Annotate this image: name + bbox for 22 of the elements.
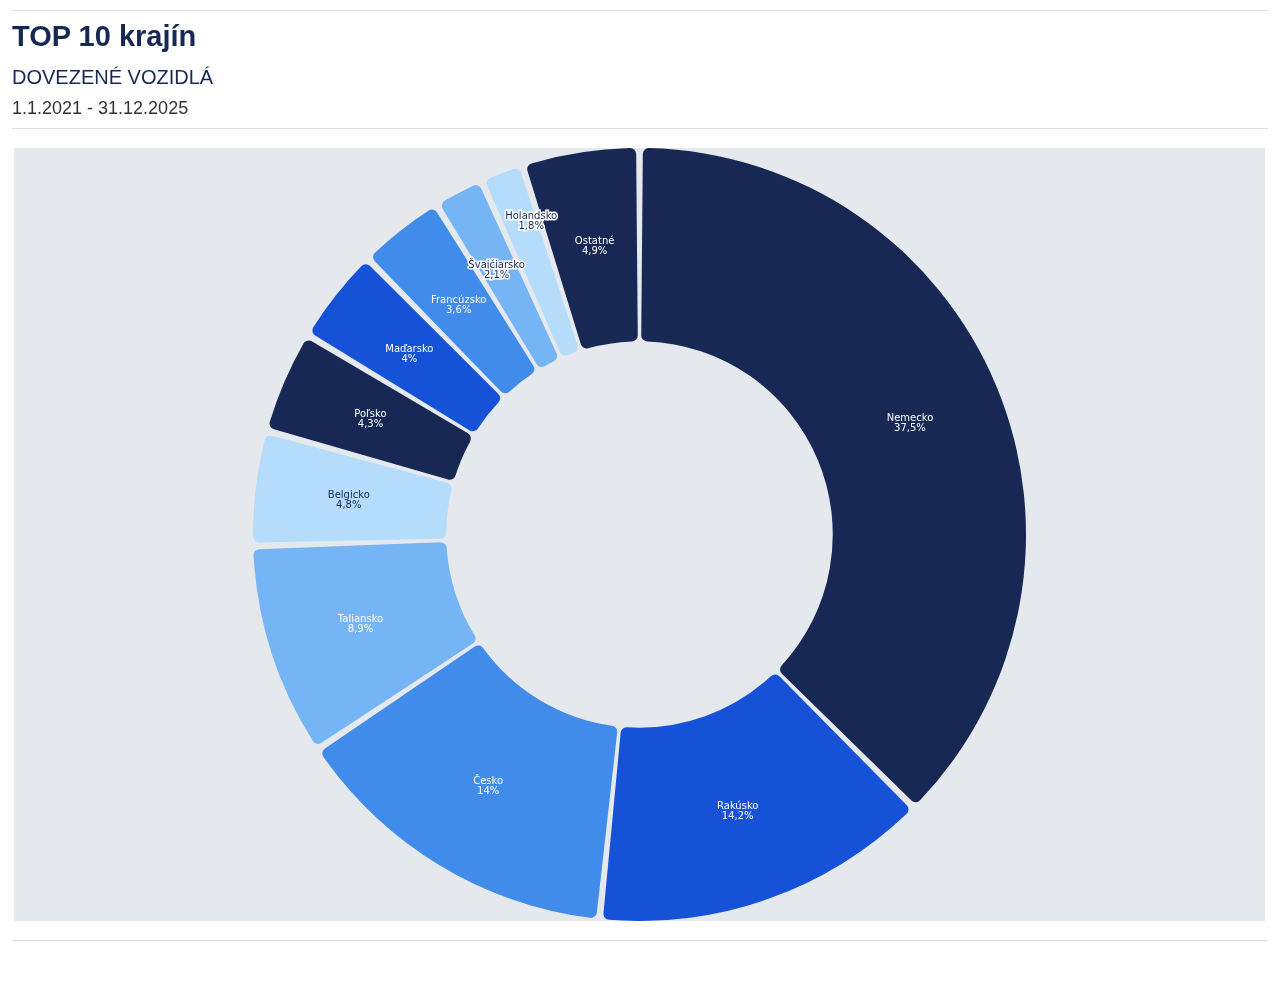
slice-label: Francúzsko — [430, 293, 487, 305]
slice-label: Belgicko — [327, 488, 370, 500]
data-label: 2,1% — [483, 269, 510, 281]
slice-label: Taliansko — [336, 613, 384, 625]
data-label: 3,6% — [445, 303, 472, 315]
slice-label: Rakúsko — [717, 799, 759, 811]
data-label: 37,5% — [894, 421, 926, 433]
data-label: 8,9% — [347, 623, 374, 635]
data-label: 14% — [477, 784, 500, 796]
slice-label: Maďarsko — [385, 342, 434, 354]
chart-title: TOP 10 krajín — [12, 20, 197, 53]
slice-label: Nemecko — [886, 411, 934, 423]
data-label: 1,8% — [518, 220, 544, 232]
slice-label: Poľsko — [354, 408, 387, 420]
data-label: 4,3% — [357, 418, 384, 430]
data-label: 14,2% — [721, 809, 754, 821]
slice-label: Ostatné — [574, 234, 615, 246]
text: 1.1.2021 - 31.12.2025 — [12, 98, 189, 119]
data-label: 4% — [401, 352, 418, 364]
slice-label: Česko — [473, 773, 504, 786]
chart-subtitle: DOVEZENÉ VOZIDLÁ — [12, 66, 214, 89]
data-label: 4,9% — [581, 244, 608, 256]
